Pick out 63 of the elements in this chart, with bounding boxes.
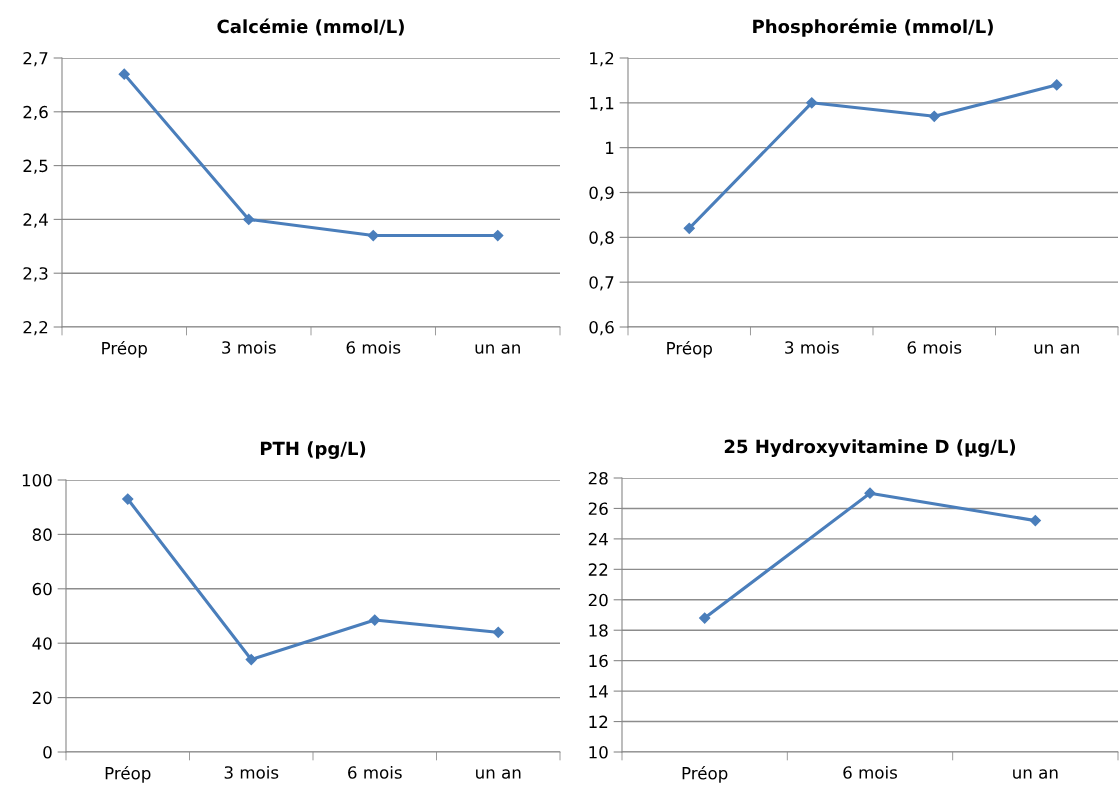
y-tick-label: 0	[43, 745, 52, 759]
y-tick-label: 2,4	[23, 213, 48, 228]
x-tick-label: un an	[1034, 344, 1079, 354]
y-tick-label: 2,7	[23, 51, 48, 67]
point	[928, 110, 940, 122]
point	[369, 614, 381, 626]
chart-title: Phosphorémie (mmol/L)	[753, 18, 993, 37]
y-tick-label: 0,7	[589, 276, 614, 291]
point	[683, 222, 695, 234]
y-tick-label: 1,1	[590, 97, 614, 112]
point	[699, 612, 711, 624]
y-tick-label: 16	[589, 654, 608, 668]
x-tick-label: 6 mois	[843, 765, 898, 779]
x-tick-label: un an	[1013, 769, 1058, 779]
y-tick-label: 1	[606, 141, 614, 154]
chart-title: PTH (pg/L)	[260, 441, 366, 459]
y-tick-label: 22	[588, 563, 608, 576]
point	[245, 653, 257, 666]
point	[806, 97, 818, 109]
x-tick-label: Préop	[105, 765, 151, 783]
y-tick-label: 24	[588, 532, 608, 546]
point	[122, 493, 134, 505]
y-tick-label: 100	[22, 473, 52, 487]
y-tick-label: 20	[32, 691, 52, 705]
x-tick-label: Préop	[667, 340, 712, 358]
chart-title: 25 Hydroxyvitamine D (µg/L)	[724, 439, 1016, 457]
chart-title: Calcémie (mmol/L)	[217, 18, 404, 36]
point	[1051, 79, 1063, 91]
y-tick-label: 2,2	[23, 320, 48, 336]
x-tick-label: Préop	[102, 340, 147, 358]
y-tick-label: 12	[589, 715, 608, 728]
point	[864, 487, 876, 499]
y-tick-label: 10	[589, 745, 608, 759]
point	[492, 229, 504, 242]
x-tick-label: 3 mois	[224, 765, 279, 779]
y-tick-label: 0,6	[589, 320, 614, 336]
x-tick-label: Préop	[682, 765, 728, 783]
point	[118, 68, 130, 80]
y-tick-label: 0,9	[589, 186, 614, 201]
point	[492, 626, 504, 638]
y-tick-label: 28	[588, 471, 608, 485]
x-tick-label: 6 mois	[346, 340, 401, 354]
x-tick-label: un an	[476, 769, 521, 779]
y-tick-label: 2,6	[23, 105, 48, 121]
y-tick-label: 18	[589, 624, 608, 637]
y-tick-label: 60	[32, 582, 52, 596]
y-tick-label: 1,2	[590, 51, 614, 67]
y-tick-label: 2,3	[23, 267, 48, 282]
x-tick-label: 6 mois	[348, 765, 402, 779]
y-tick-label: 14	[589, 685, 608, 698]
y-tick-label: 2,5	[23, 159, 48, 174]
point	[1029, 515, 1041, 527]
y-tick-label: 26	[588, 502, 608, 516]
x-tick-label: un an	[475, 344, 520, 354]
x-tick-label: 3 mois	[222, 340, 276, 354]
x-tick-label: 3 mois	[785, 340, 839, 354]
y-tick-label: 80	[32, 528, 52, 541]
point	[367, 229, 379, 242]
y-tick-label: 0,8	[589, 231, 614, 246]
y-tick-label: 20	[588, 593, 608, 607]
x-tick-label: 6 mois	[907, 340, 962, 354]
y-tick-label: 40	[32, 637, 52, 650]
point	[243, 213, 255, 226]
